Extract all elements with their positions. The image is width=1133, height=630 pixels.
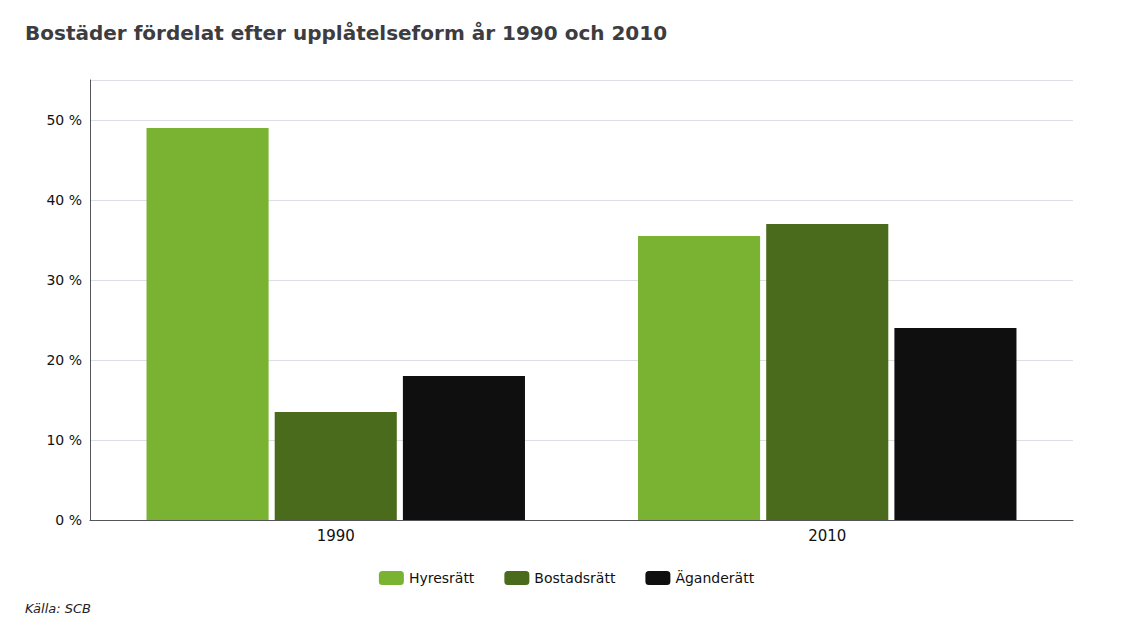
svg-text:Hyresrätt: Hyresrätt — [409, 570, 475, 586]
svg-text:10 %: 10 % — [46, 432, 82, 448]
svg-text:Bostadsrätt: Bostadsrätt — [534, 570, 616, 586]
svg-text:30 %: 30 % — [46, 272, 82, 288]
svg-text:1990: 1990 — [317, 527, 355, 545]
svg-text:50 %: 50 % — [46, 112, 82, 128]
svg-text:Äganderätt: Äganderätt — [675, 569, 754, 586]
svg-text:Källa: SCB: Källa: SCB — [25, 601, 91, 616]
svg-text:40 %: 40 % — [46, 192, 82, 208]
svg-text:20 %: 20 % — [46, 352, 82, 368]
svg-text:2010: 2010 — [808, 527, 846, 545]
svg-text:Bostäder fördelat efter upplåt: Bostäder fördelat efter upplåtelseform å… — [25, 21, 667, 45]
svg-text:0 %: 0 % — [55, 512, 82, 528]
